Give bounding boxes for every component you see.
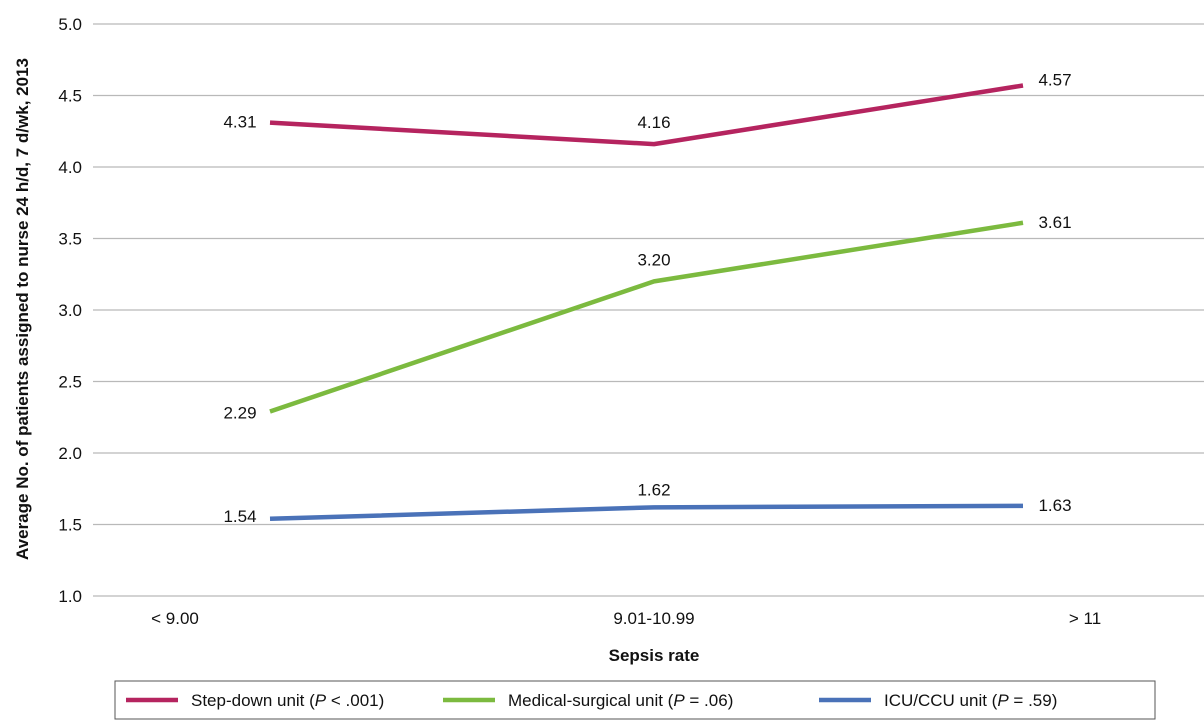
y-tick-label: 4.5	[58, 87, 82, 106]
data-labels: 4.31 4.16 4.57 2.29 3.20 3.61 1.54 1.62 1.63	[223, 70, 1071, 525]
y-tick-label: 2.5	[58, 373, 82, 392]
data-label: 4.57	[1038, 70, 1071, 89]
legend-text-suffix: < .001)	[326, 691, 384, 710]
x-tick-label: < 9.00	[151, 609, 199, 628]
legend: Step-down unit (P < .001) Medical-surgica…	[114, 680, 1156, 720]
legend-entry: Step-down unit (P < .001)	[191, 691, 384, 710]
series-line	[269, 503, 1024, 522]
y-tick-label: 4.0	[58, 158, 82, 177]
data-label: 1.62	[637, 480, 670, 499]
legend-text-prefix: ICU/CCU unit (	[884, 691, 998, 710]
legend-text-p: P	[673, 691, 685, 710]
grid-lines	[93, 23, 1204, 597]
series-lines	[269, 83, 1024, 522]
y-tick-label: 3.0	[58, 301, 82, 320]
x-tick-label: 9.01-10.99	[613, 609, 694, 628]
x-axis-title: Sepsis rate	[609, 646, 700, 665]
y-tick-label: 5.0	[58, 15, 82, 34]
data-label: 4.16	[637, 113, 670, 132]
y-axis-ticks: 1.0 1.5 2.0 2.5 3.0 3.5 4.0 4.5 5.0	[58, 15, 82, 606]
legend-text-prefix: Medical-surgical unit (	[508, 691, 674, 710]
legend-box	[114, 680, 1156, 720]
data-label: 2.29	[223, 404, 256, 423]
legend-text-suffix: = .59)	[1009, 691, 1058, 710]
y-tick-label: 1.5	[58, 516, 82, 535]
data-label: 3.61	[1038, 213, 1071, 232]
data-label: 4.31	[223, 113, 256, 132]
series-line	[269, 220, 1024, 414]
data-label: 3.20	[637, 250, 670, 269]
legend-text-p: P	[315, 691, 327, 710]
data-label: 1.63	[1038, 496, 1071, 515]
legend-entry: Medical-surgical unit (P = .06)	[508, 691, 733, 710]
legend-text-suffix: = .06)	[685, 691, 734, 710]
y-axis-title: Average No. of patients assigned to nurs…	[13, 58, 32, 560]
series-line	[269, 83, 1024, 147]
y-tick-label: 1.0	[58, 587, 82, 606]
legend-text-prefix: Step-down unit (	[191, 691, 315, 710]
y-tick-label: 2.0	[58, 444, 82, 463]
data-label: 1.54	[223, 507, 256, 526]
x-axis-ticks: < 9.00 9.01-10.99 > 11	[151, 609, 1101, 628]
legend-text-p: P	[997, 691, 1009, 710]
x-tick-label: > 11	[1069, 609, 1101, 628]
legend-entry: ICU/CCU unit (P = .59)	[884, 691, 1057, 710]
y-tick-label: 3.5	[58, 230, 82, 249]
